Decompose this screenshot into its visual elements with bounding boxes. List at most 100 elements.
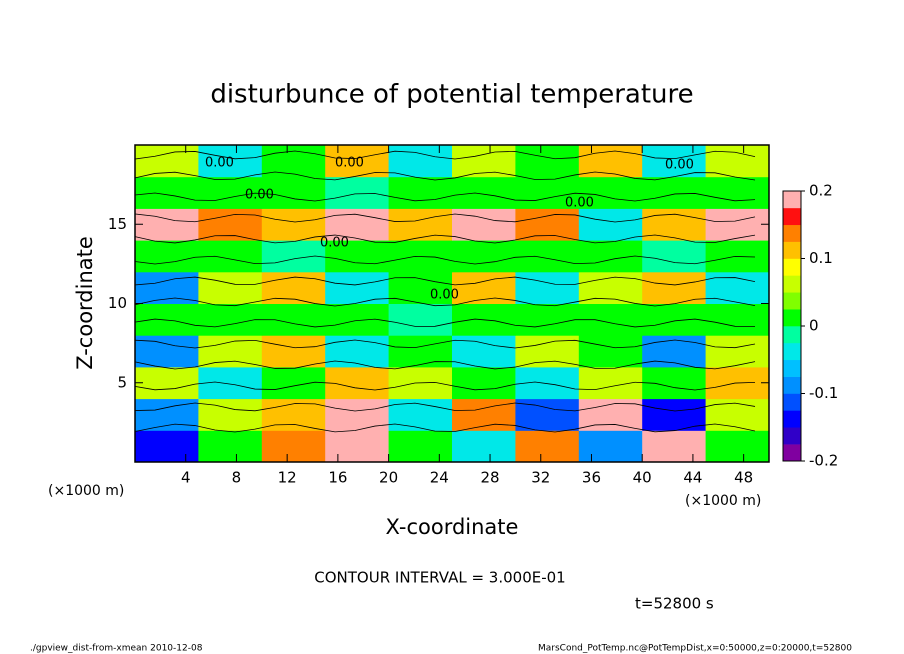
contour-line: [134, 255, 756, 265]
heat-cell: [325, 176, 390, 209]
heat-cell: [705, 335, 770, 368]
heat-cell: [515, 176, 580, 209]
heat-cell: [452, 176, 516, 209]
colorbar-swatch: [783, 359, 801, 377]
contour-line: [134, 381, 756, 391]
heat-cell: [135, 240, 199, 273]
colorbar-swatch: [783, 207, 801, 226]
heat-cell: [642, 176, 707, 209]
heat-cell: [515, 335, 580, 368]
colorbar-swatch: [783, 258, 801, 276]
contour-label: 0.00: [320, 236, 349, 251]
heat-cell: [452, 430, 516, 463]
heat-cell: [578, 335, 643, 368]
heat-cell: [578, 176, 643, 209]
heat-cell: [642, 208, 707, 241]
heat-cell: [198, 176, 263, 209]
heat-cell: [198, 335, 263, 368]
colorbar-swatch: [783, 393, 801, 411]
colorbar-swatch: [783, 292, 801, 310]
time-label: t=52800 s: [635, 595, 714, 613]
heat-cell: [578, 430, 643, 463]
heat-cell: [388, 430, 453, 463]
x-unit-label: (×1000 m): [685, 493, 761, 509]
heat-cell: [515, 145, 580, 178]
heat-cell: [578, 145, 643, 178]
x-tick-label: 4: [181, 469, 191, 487]
heat-cell: [388, 335, 453, 368]
x-axis-label: X-coordinate: [386, 515, 519, 539]
heat-cell: [388, 176, 453, 209]
colorbar-swatch: [783, 224, 801, 242]
heat-cell: [388, 271, 453, 304]
heat-cell: [642, 145, 707, 178]
contour-line: [134, 213, 756, 223]
heat-cell: [452, 271, 516, 304]
heat-cell: [705, 430, 770, 463]
contour-line: [134, 297, 756, 307]
heat-cell: [515, 240, 580, 273]
heat-cell: [705, 271, 770, 304]
heat-cell: [198, 303, 263, 336]
heat-cell: [198, 271, 263, 304]
heat-cell: [135, 303, 199, 336]
colorbar-swatch: [783, 427, 801, 445]
colorbar-swatch: [783, 275, 801, 293]
heat-cell: [261, 145, 326, 178]
colorbar-swatch: [783, 241, 801, 259]
heat-cell: [261, 366, 326, 400]
heat-cell: [515, 430, 580, 463]
heat-cell: [452, 208, 516, 241]
heat-cell: [261, 176, 326, 209]
heat-cell: [515, 271, 580, 304]
y-tick-label: 10: [108, 294, 127, 312]
colorbar-swatch: [783, 376, 801, 394]
heat-cell: [135, 430, 199, 463]
x-tick-label: 36: [582, 469, 601, 487]
colorbar-tick-label: -0.1: [809, 384, 838, 402]
x-tick-label: 32: [531, 469, 550, 487]
contour-label: 0.00: [565, 196, 594, 211]
heat-cell: [325, 240, 390, 273]
heat-cell: [198, 240, 263, 273]
heat-cell: [642, 430, 707, 463]
heat-cell: [261, 335, 326, 368]
contour-line: [134, 318, 756, 328]
heat-cell: [135, 335, 199, 368]
heat-cell: [198, 145, 263, 178]
colorbar-swatch: [783, 309, 801, 327]
heat-cell: [388, 398, 453, 431]
heat-cell: [261, 208, 326, 241]
y-tick-label: 15: [108, 215, 127, 233]
colorbar-swatch: [783, 326, 801, 344]
heat-cell: [515, 208, 580, 241]
heat-cell: [452, 240, 516, 273]
heat-cell: [705, 303, 770, 336]
heat-cell: [135, 208, 199, 241]
heat-cell: [388, 145, 453, 178]
heat-cell: [705, 145, 770, 178]
heat-cell: [642, 398, 707, 431]
heat-cell: [705, 176, 770, 209]
y-axis-label: Z-coordinate: [73, 236, 97, 370]
x-tick-label: 28: [480, 469, 499, 487]
heat-cell: [642, 271, 707, 304]
contour-line: [134, 150, 756, 160]
chart-title: disturbunce of potential temperature: [210, 80, 693, 110]
heat-cell: [135, 366, 199, 400]
heat-cell: [325, 145, 390, 178]
contour-label: 0.00: [245, 188, 274, 203]
heat-cell: [578, 366, 643, 400]
x-tick-label: 16: [328, 469, 347, 487]
heat-cell: [642, 240, 707, 273]
contour-label: 0.00: [430, 288, 459, 303]
x-tick-label: 44: [683, 469, 702, 487]
x-tick-label: 20: [379, 469, 398, 487]
heat-cell: [135, 176, 199, 209]
heat-cell: [325, 366, 390, 400]
heat-cell: [198, 430, 263, 463]
colorbar-tick-label: 0: [809, 317, 819, 335]
contour-line: [134, 234, 756, 244]
contour-label: 0.00: [665, 158, 694, 173]
